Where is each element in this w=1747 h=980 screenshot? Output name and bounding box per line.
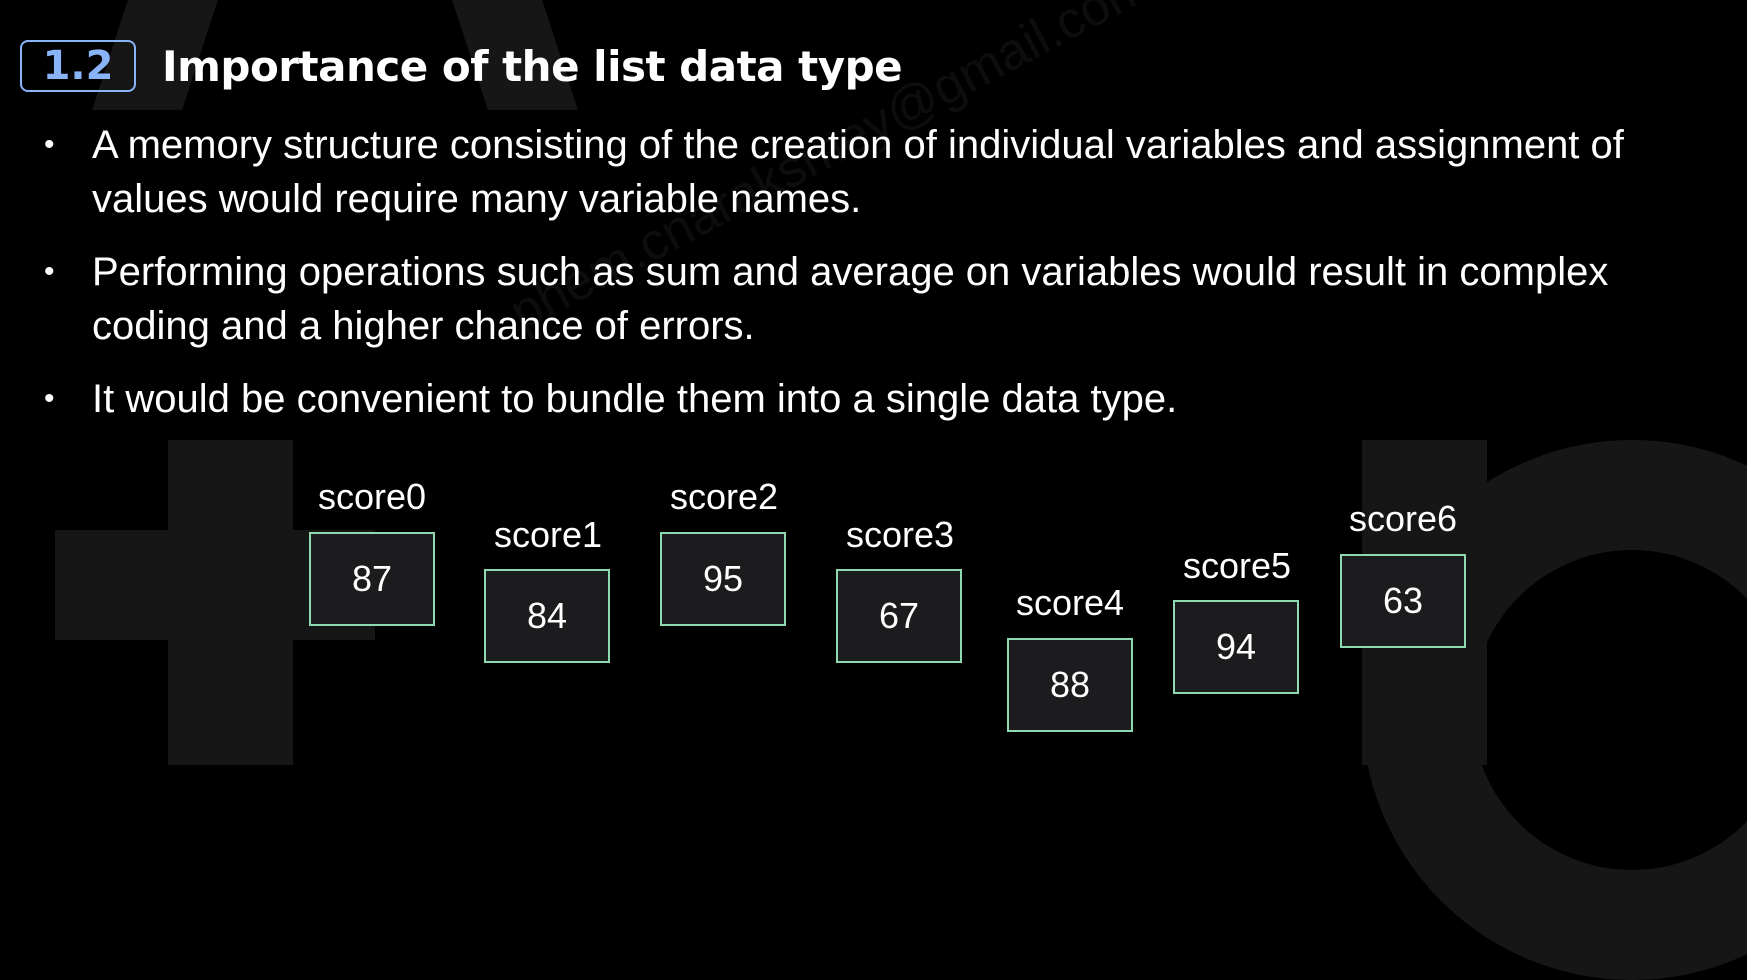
- bullet-text: A memory structure consisting of the cre…: [92, 123, 1624, 221]
- variable-box-score4: 88: [1007, 638, 1133, 732]
- variable-name-score6: score6: [1348, 498, 1458, 539]
- variable-name-score3: score3: [845, 514, 955, 555]
- variable-box-score2: 95: [660, 532, 786, 626]
- variable-name-score5: score5: [1182, 545, 1292, 586]
- variable-name-score4: score4: [1015, 582, 1125, 623]
- variable-box-score1: 84: [484, 569, 610, 663]
- bullet-icon: •: [44, 128, 55, 161]
- bullet-list: • A memory structure consisting of the c…: [44, 118, 1724, 445]
- variable-box-score6: 63: [1340, 554, 1466, 648]
- variable-box-score5: 94: [1173, 600, 1299, 694]
- bullet-text: It would be convenient to bundle them in…: [92, 377, 1178, 421]
- list-item: • A memory structure consisting of the c…: [44, 118, 1724, 226]
- list-item: • It would be convenient to bundle them …: [44, 372, 1724, 426]
- section-header: 1.2 Importance of the list data type: [20, 40, 903, 92]
- variable-box-score3: 67: [836, 569, 962, 663]
- list-item: • Performing operations such as sum and …: [44, 245, 1724, 353]
- bullet-text: Performing operations such as sum and av…: [92, 250, 1609, 348]
- variable-name-score1: score1: [493, 514, 603, 555]
- variable-name-score0: score0: [317, 476, 427, 517]
- bullet-icon: •: [44, 382, 55, 415]
- bullet-icon: •: [44, 255, 55, 288]
- section-number-badge: 1.2: [20, 40, 136, 92]
- variable-name-score2: score2: [669, 476, 779, 517]
- page-title: Importance of the list data type: [162, 41, 903, 91]
- variable-box-score0: 87: [309, 532, 435, 626]
